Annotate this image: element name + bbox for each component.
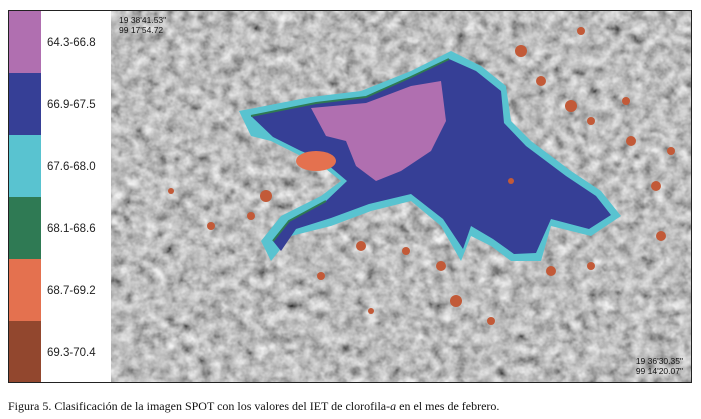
legend-swatch <box>9 135 41 197</box>
lake-pink <box>311 81 446 181</box>
legend-label: 68.7-69.2 <box>47 285 96 298</box>
legend-label: 69.3-70.4 <box>47 346 96 359</box>
legend-label: 68.1-68.6 <box>47 223 96 236</box>
legend-item: 68.7-69.2 <box>9 259 111 321</box>
orange-patch <box>296 151 336 171</box>
latitude: 19 38'41.53" <box>119 15 167 25</box>
satellite-image: 19 38'41.53" 99 17'54.72 19 36'30.35" 99 1… <box>111 11 691 382</box>
longitude: 99 14'20.07" <box>635 366 683 376</box>
legend-swatch <box>9 73 41 135</box>
legend: 64.3-66.8 66.9-67.5 67.6-68.0 68.1-68.6 … <box>9 11 111 382</box>
figure: 64.3-66.8 66.9-67.5 67.6-68.0 68.1-68.6 … <box>8 10 692 383</box>
legend-item: 68.1-68.6 <box>9 197 111 259</box>
coordinate-bottom-right: 19 36'30.35" 99 14'20.07" <box>636 356 683 376</box>
classified-map <box>111 11 691 382</box>
legend-label: 66.9-67.5 <box>47 99 96 112</box>
caption-text: Figura 5. Clasificación de la imagen SPO… <box>8 399 391 413</box>
lake-green-edge <box>272 200 327 242</box>
legend-swatch <box>9 197 41 259</box>
legend-item: 69.3-70.4 <box>9 321 111 382</box>
legend-item: 66.9-67.5 <box>9 73 111 135</box>
coordinate-top-left: 19 38'41.53" 99 17'54.72 <box>119 15 166 35</box>
figure-caption: Figura 5. Clasificación de la imagen SPO… <box>8 399 499 414</box>
lake-green-edge <box>250 58 450 117</box>
legend-swatch <box>9 321 41 382</box>
orange-spots <box>168 27 675 325</box>
longitude: 99 17'54.72 <box>119 25 164 35</box>
latitude: 19 36'30.35" <box>635 356 683 366</box>
legend-swatch <box>9 11 41 73</box>
legend-item: 67.6-68.0 <box>9 135 111 197</box>
legend-label: 67.6-68.0 <box>47 161 96 174</box>
legend-swatch <box>9 259 41 321</box>
caption-italic: a <box>390 399 397 413</box>
caption-text: en el mes de febrero. <box>396 399 500 413</box>
legend-label: 64.3-66.8 <box>47 37 96 50</box>
legend-item: 64.3-66.8 <box>9 11 111 73</box>
